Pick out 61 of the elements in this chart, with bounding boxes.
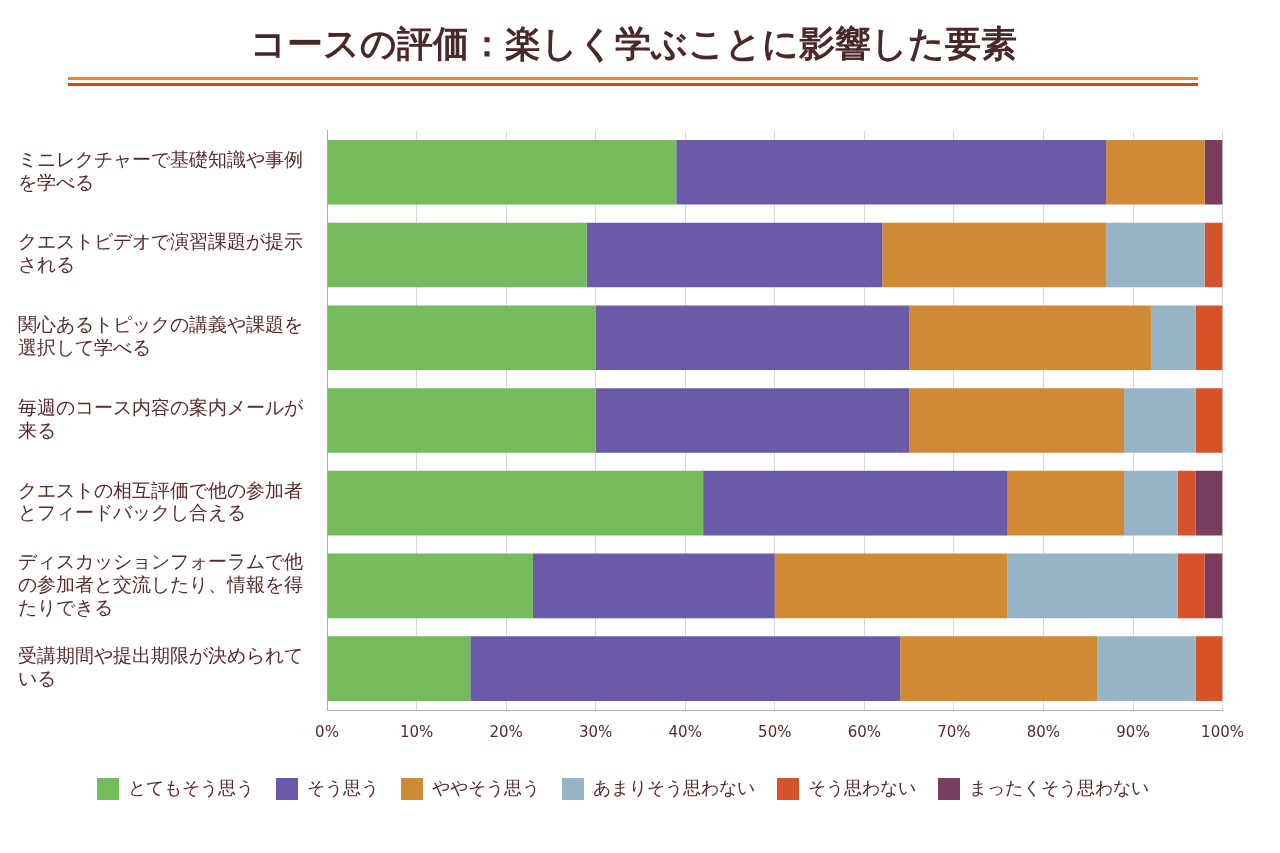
bar — [1177, 470, 1196, 536]
bar — [1106, 139, 1205, 205]
bar — [595, 388, 910, 453]
bar — [676, 139, 1107, 205]
x-tick-label: 80% — [1026, 722, 1061, 741]
legend-label: そう思う — [307, 776, 379, 798]
bar — [1097, 636, 1196, 701]
bar — [1204, 222, 1223, 288]
bar — [532, 553, 775, 619]
x-tick-label: 0% — [315, 722, 339, 741]
bar — [327, 553, 533, 619]
x-tick-label: 20% — [489, 722, 523, 741]
bar — [703, 470, 1008, 536]
bar — [882, 222, 1107, 288]
y-tick-label: ディスカッションフォーラムで他の参加者と交流したり、情報を得たりできる — [18, 550, 303, 618]
bar — [1124, 470, 1178, 536]
legend-label: そう思わない — [808, 776, 916, 798]
x-tick-label: 40% — [668, 722, 702, 741]
x-tick-label: 50% — [758, 722, 792, 741]
bar — [909, 388, 1125, 453]
bar — [1195, 388, 1223, 453]
x-tick-label: 60% — [847, 722, 882, 741]
y-tick-label: 毎週のコース内容の案内メールが来る — [18, 395, 304, 441]
bar — [1195, 305, 1223, 370]
bar — [1177, 553, 1205, 619]
x-tick-label: 30% — [579, 722, 613, 741]
bar — [1124, 388, 1196, 453]
y-tick-label: 関心あるトピックの講義や課題を選択して学べる — [18, 313, 303, 358]
bar — [909, 305, 1151, 370]
bar — [327, 305, 596, 370]
bar — [1195, 636, 1223, 701]
bar — [1106, 222, 1205, 288]
y-tick-label: クエストビデオで演習課題が提示される — [18, 230, 303, 276]
bar — [327, 636, 471, 701]
x-tick-label: 100% — [1201, 722, 1244, 741]
bar — [1195, 470, 1223, 536]
bar — [1204, 553, 1223, 619]
bar — [1007, 553, 1178, 619]
bar — [774, 553, 1008, 619]
y-tick-label: ミニレクチャーで基礎知識や事例を学べる — [18, 147, 303, 193]
bar — [1150, 305, 1196, 370]
x-tick-label: 90% — [1116, 722, 1150, 741]
legend-label: あまりそう思わない — [593, 776, 755, 798]
bar — [1007, 470, 1125, 536]
y-tick-label: クエストの相互評価で他の参加者とフィードバックし合える — [18, 478, 303, 524]
bar — [470, 636, 901, 701]
bar — [1204, 139, 1223, 205]
bar — [586, 222, 883, 288]
bar — [327, 222, 587, 288]
chart-title: コースの評価：楽しく学ぶことに影響した要素 — [248, 22, 1018, 66]
legend-label: とてもそう思う — [128, 776, 254, 798]
bar — [327, 139, 677, 205]
bar — [327, 388, 596, 453]
bar — [327, 470, 704, 536]
x-tick-label: 70% — [937, 722, 971, 741]
y-tick-label: 受講期間や提出期限が決められている — [18, 644, 303, 689]
x-tick-label: 10% — [399, 722, 434, 741]
bar — [900, 636, 1098, 701]
legend-label: まったくそう思わない — [969, 776, 1149, 798]
legend-label: ややそう思う — [432, 776, 540, 798]
bar — [595, 305, 910, 370]
